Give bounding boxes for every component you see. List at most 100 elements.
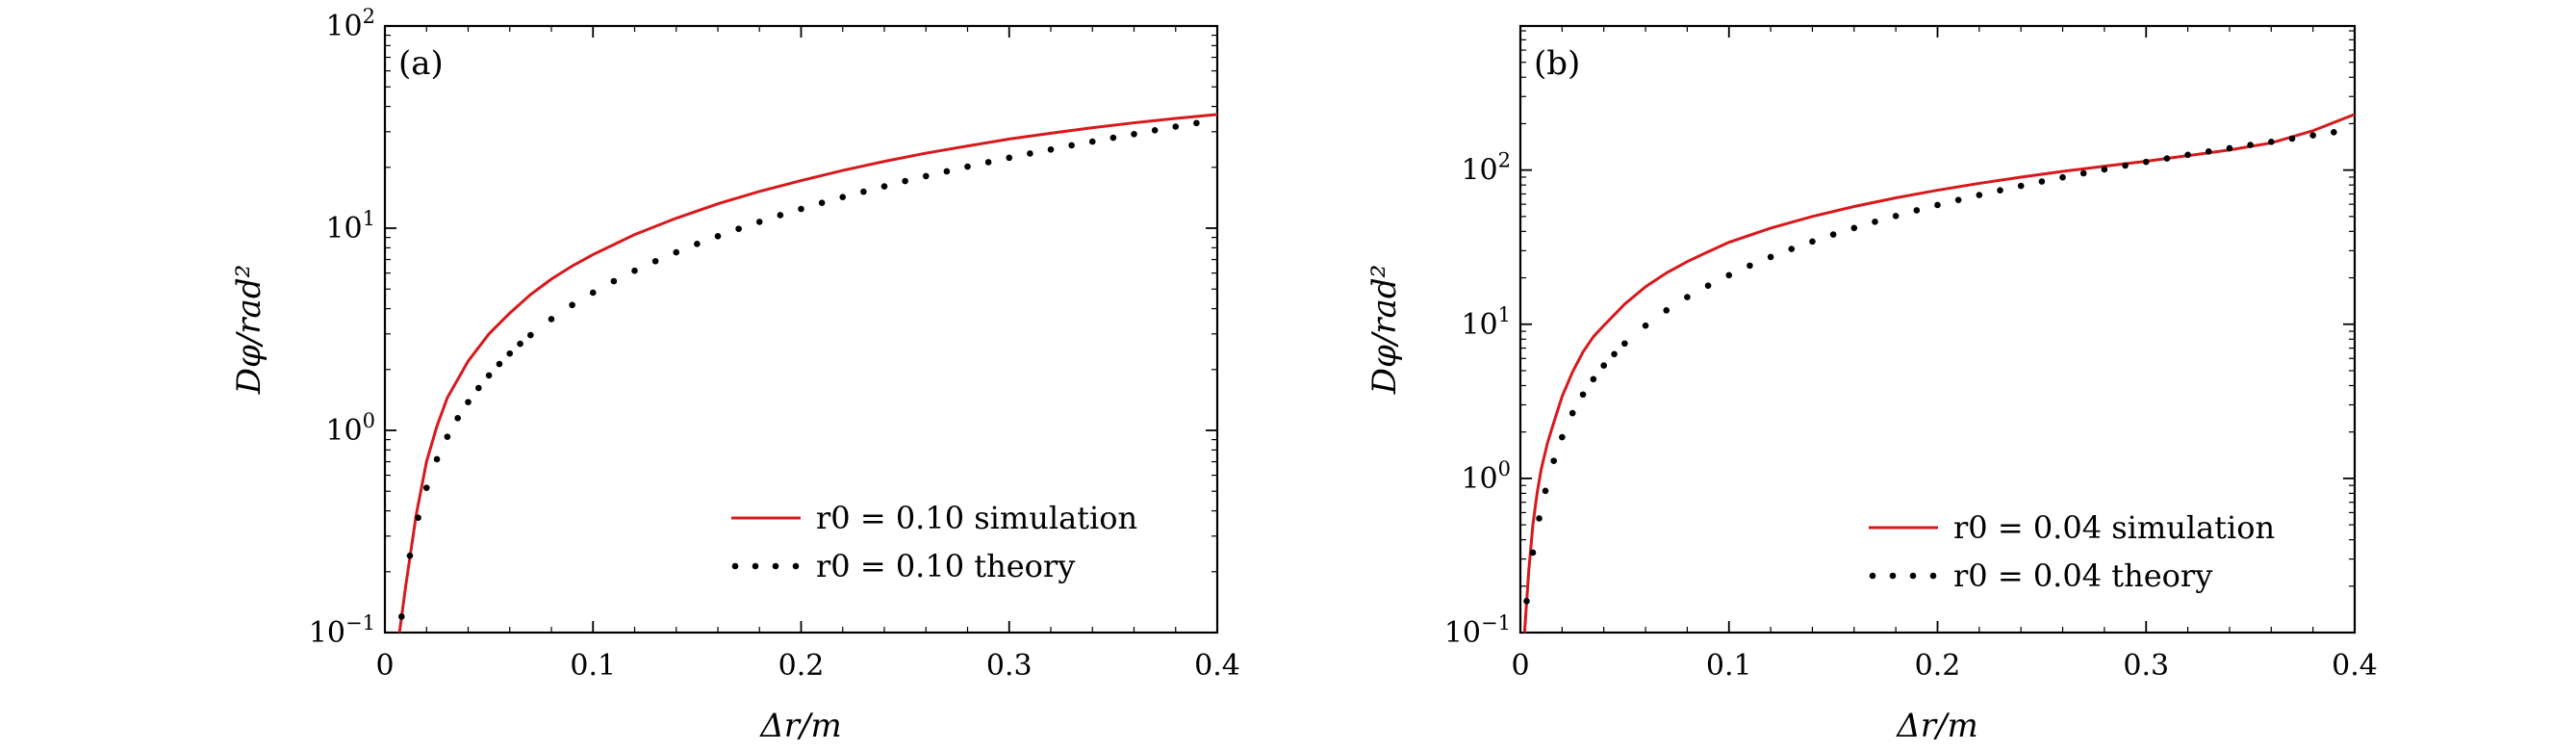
theory-point bbox=[1529, 549, 1537, 557]
theory-point bbox=[1151, 127, 1159, 134]
theory-point bbox=[1600, 362, 1607, 369]
theory-point bbox=[2101, 166, 2108, 173]
y-tick-exponent: 2 bbox=[363, 5, 375, 28]
legend: r0 = 0.10 simulation r0 = 0.10 theory bbox=[731, 500, 1137, 584]
x-tick-label: 0.3 bbox=[2123, 649, 2169, 683]
theory-point bbox=[610, 277, 618, 285]
theory-point bbox=[631, 267, 638, 274]
theory-point bbox=[1536, 515, 1543, 522]
x-tick-label: 0 bbox=[1511, 649, 1529, 683]
legend-entry: r0 = 0.10 theory bbox=[816, 548, 1075, 584]
legend-entry: r0 = 0.10 simulation bbox=[816, 500, 1137, 536]
theory-point bbox=[964, 163, 971, 170]
y-tick-base: 10 bbox=[1444, 616, 1481, 650]
simulation-line bbox=[1522, 113, 2355, 633]
x-tick-label: 0.2 bbox=[778, 649, 825, 683]
theory-point bbox=[755, 219, 763, 225]
theory-point bbox=[2079, 169, 2087, 177]
theory-point bbox=[1109, 134, 1117, 142]
theory-point bbox=[714, 233, 722, 240]
theory-point bbox=[475, 384, 482, 392]
panel-label: (a) bbox=[398, 44, 444, 83]
theory-point bbox=[1590, 376, 1597, 383]
theory-point bbox=[2184, 151, 2191, 159]
theory-point bbox=[1892, 212, 1900, 220]
theory-point bbox=[485, 372, 493, 379]
y-tick-exponent: 0 bbox=[1498, 457, 1511, 480]
theory-point bbox=[1569, 409, 1576, 417]
legend-swatch-theory bbox=[1909, 572, 1917, 580]
theory-point bbox=[651, 257, 659, 265]
theory-point bbox=[1559, 433, 1566, 441]
theory-point bbox=[1684, 294, 1691, 300]
theory-point bbox=[517, 340, 523, 348]
theory-point bbox=[422, 484, 430, 491]
theory-point bbox=[569, 301, 575, 309]
theory-point bbox=[2038, 178, 2046, 185]
theory-point bbox=[735, 225, 742, 232]
theory-point bbox=[1725, 272, 1733, 279]
y-tick-base: 10 bbox=[1461, 154, 1497, 188]
x-axis-title: Δr/m bbox=[758, 707, 842, 745]
x-tick-label: 0.2 bbox=[1915, 649, 1961, 683]
legend-entry: r0 = 0.04 simulation bbox=[1953, 509, 2275, 546]
theory-point bbox=[2247, 142, 2254, 148]
legend-swatch-theory bbox=[772, 562, 779, 570]
theory-point bbox=[880, 183, 888, 190]
theory-point bbox=[2059, 173, 2066, 181]
legend-entry: r0 = 0.04 theory bbox=[1953, 557, 2212, 594]
y-tick-label: 101 bbox=[325, 207, 375, 246]
theory-point bbox=[1954, 196, 1962, 203]
theory-point bbox=[1621, 340, 1628, 348]
theory-point bbox=[694, 241, 701, 247]
theory-point bbox=[1850, 224, 1858, 232]
y-tick-exponent: −1 bbox=[1481, 611, 1511, 634]
theory-point bbox=[465, 399, 472, 405]
y-tick-exponent: 1 bbox=[363, 207, 375, 230]
y-tick-base: 10 bbox=[325, 212, 362, 246]
theory-point bbox=[2331, 129, 2337, 136]
plot-frame bbox=[383, 24, 1219, 634]
y-tick-base: 10 bbox=[309, 616, 345, 650]
y-tick-exponent: 0 bbox=[363, 409, 375, 432]
theory-point bbox=[1809, 238, 1816, 246]
y-axis-title: Dφ/rad² bbox=[1365, 265, 1404, 395]
y-tick-base: 10 bbox=[325, 10, 362, 43]
theory-point bbox=[943, 168, 951, 175]
theory-point bbox=[673, 248, 680, 256]
y-tick-exponent: −1 bbox=[345, 611, 375, 634]
theory-point bbox=[922, 172, 930, 180]
theory-point bbox=[2163, 155, 2171, 162]
theory-point bbox=[777, 212, 784, 219]
theory-point bbox=[1068, 142, 1075, 149]
legend-swatch-theory bbox=[731, 562, 739, 570]
x-tick-label: 0 bbox=[375, 649, 394, 683]
theory-point bbox=[860, 188, 867, 195]
y-tick-base: 10 bbox=[1461, 462, 1497, 496]
y-tick-base: 10 bbox=[1461, 308, 1497, 342]
theory-point bbox=[1829, 231, 1837, 238]
x-tick-label: 0.4 bbox=[2332, 649, 2378, 683]
theory-point bbox=[454, 414, 461, 422]
x-tick-label: 0.3 bbox=[986, 649, 1033, 683]
theory-point bbox=[1767, 253, 1774, 261]
panel-b: 0 0.1 0.2 0.3 0.410−1100101102Δr/mDφ/rad²(b)… bbox=[1365, 24, 2378, 745]
y-tick-label: 100 bbox=[325, 409, 375, 448]
theory-point bbox=[1006, 154, 1013, 162]
theory-point bbox=[1047, 145, 1055, 153]
theory-point bbox=[1579, 391, 1587, 399]
legend: r0 = 0.04 simulation r0 = 0.04 theory bbox=[1869, 509, 2275, 594]
theory-point bbox=[1550, 457, 1557, 464]
theory-point bbox=[2142, 158, 2150, 166]
theory-point bbox=[1027, 150, 1033, 157]
theory-point bbox=[1997, 187, 2003, 194]
y-axis-title: Dφ/rad² bbox=[230, 265, 268, 395]
theory-point bbox=[2268, 138, 2275, 145]
y-tick-label: 100 bbox=[1461, 457, 1511, 496]
theory-point bbox=[527, 331, 534, 339]
theory-point bbox=[433, 455, 441, 463]
panel-a: 0 0.1 0.2 0.3 0.410−1100101102Δr/mDφ/rad²(a)… bbox=[230, 5, 1240, 745]
y-tick-exponent: 2 bbox=[1498, 149, 1511, 172]
theory-point bbox=[2226, 144, 2233, 152]
